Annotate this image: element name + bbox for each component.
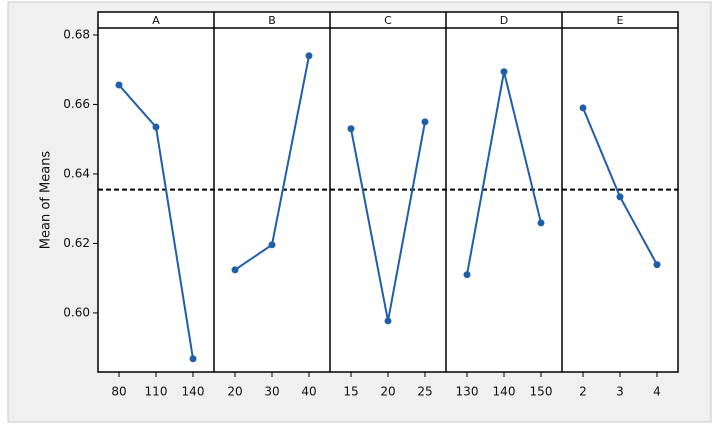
panel-title: D: [500, 14, 508, 27]
data-point: [231, 266, 239, 274]
x-tick-label: 130: [456, 385, 479, 399]
x-tick-label: 140: [182, 385, 205, 399]
data-point: [616, 193, 624, 201]
data-point: [421, 118, 429, 126]
data-point: [189, 355, 197, 363]
data-point: [347, 125, 355, 133]
panel-title: E: [617, 14, 624, 27]
data-point: [463, 271, 471, 279]
y-tick-label: 0.64: [63, 166, 90, 180]
data-point: [384, 317, 392, 325]
data-point: [305, 52, 313, 60]
x-tick-label: 30: [264, 385, 279, 399]
y-tick-label: 0.68: [63, 27, 90, 41]
panel-title: A: [152, 14, 160, 27]
y-tick-label: 0.66: [63, 97, 90, 111]
x-tick-label: 25: [417, 385, 432, 399]
x-tick-label: 40: [301, 385, 316, 399]
panel-title: B: [268, 14, 276, 27]
data-point: [579, 104, 587, 112]
data-point: [537, 219, 545, 227]
x-tick-label: 4: [653, 385, 661, 399]
x-tick-label: 3: [616, 385, 624, 399]
data-point: [152, 123, 160, 131]
x-tick-label: 140: [493, 385, 516, 399]
data-point: [500, 68, 508, 76]
x-tick-label: 2: [579, 385, 587, 399]
data-point: [115, 81, 123, 89]
data-point: [653, 261, 661, 269]
y-axis-label: Mean of Means: [39, 151, 54, 250]
x-tick-label: 150: [530, 385, 553, 399]
y-tick-label: 0.62: [63, 236, 90, 250]
y-tick-label: 0.60: [63, 305, 90, 319]
panel-title: C: [384, 14, 392, 27]
x-tick-label: 20: [380, 385, 395, 399]
x-tick-label: 80: [111, 385, 126, 399]
x-tick-label: 110: [145, 385, 168, 399]
x-tick-label: 15: [343, 385, 358, 399]
x-tick-label: 20: [227, 385, 242, 399]
plot-area: [97, 11, 679, 373]
data-point: [268, 241, 276, 249]
